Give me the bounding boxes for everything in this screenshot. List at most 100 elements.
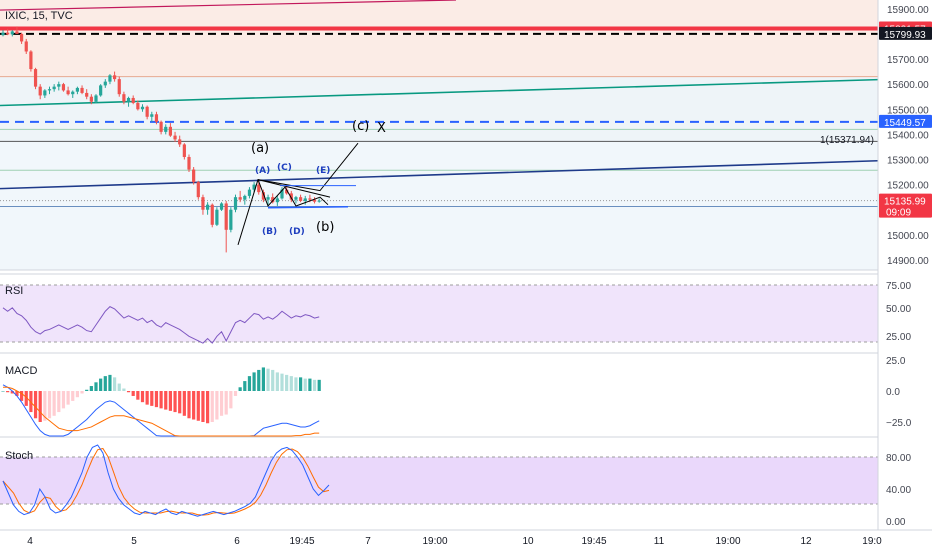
candle — [233, 194, 238, 213]
macd-bar — [24, 391, 28, 406]
candle — [145, 105, 149, 120]
price-tick: 15900.00 — [887, 5, 929, 16]
macd-bar — [275, 372, 279, 391]
price-pane[interactable]: (A) (B) (C) (D) (E) (a) (b) (c) X — [0, 0, 932, 271]
green-channel-line — [0, 78, 879, 107]
price-tick: 15300.00 — [887, 155, 929, 166]
macd-bar — [103, 376, 107, 391]
range-zone-upper — [0, 0, 878, 76]
macd-bar — [299, 377, 303, 391]
time-label: 19:45 — [289, 536, 314, 547]
price-tick: 15000.00 — [887, 231, 929, 242]
macd-bar — [85, 389, 89, 391]
candle — [150, 111, 154, 122]
macd-bar — [89, 386, 93, 391]
macd-bar — [117, 383, 121, 391]
macd-bar — [210, 391, 214, 422]
candle — [187, 154, 191, 173]
macd-bar — [238, 387, 242, 391]
candle — [154, 111, 159, 125]
price-axis[interactable]: 15900.0015800.0015700.0015600.0015500.00… — [877, 0, 932, 530]
macd-bar — [131, 391, 135, 396]
stoch-k-line — [2, 444, 330, 517]
stoch-title: Stoch — [5, 450, 33, 462]
candle — [317, 198, 321, 203]
time-axis[interactable]: 4 5 6 19:45 7 19:00 10 19:45 11 19:00 12 19:0 — [0, 529, 932, 547]
price-tag: 15799.93 — [879, 26, 932, 41]
candle — [271, 193, 275, 204]
macd-bar — [113, 377, 117, 391]
triangle-lower-line — [267, 205, 349, 209]
macd-pane[interactable]: MACD — [0, 352, 932, 437]
candle — [85, 89, 89, 100]
macd-bar — [229, 391, 233, 409]
candle — [24, 38, 28, 54]
candle — [6, 28, 10, 36]
macd-bar — [15, 391, 19, 396]
macd-signal-line — [3, 386, 320, 437]
macd-bar — [20, 391, 24, 401]
red-trend-line — [0, 0, 457, 11]
price-tick: 15700.00 — [887, 55, 929, 66]
stoch-pane[interactable]: Stoch — [0, 436, 932, 517]
macd-bar — [94, 382, 98, 391]
candle — [164, 124, 168, 135]
candle — [238, 190, 242, 203]
candle — [136, 100, 140, 111]
rsi-pane[interactable]: RSI — [0, 273, 932, 344]
rsi-line — [2, 306, 320, 344]
macd-bar — [80, 391, 84, 394]
macd-line — [2, 384, 320, 437]
candle — [103, 79, 107, 88]
stoch-tick: 40.00 — [886, 485, 911, 496]
macd-bar — [154, 391, 159, 408]
candle — [252, 182, 256, 193]
candle — [210, 203, 214, 228]
candles-group — [1, 26, 321, 253]
range-zone-mid — [0, 76, 878, 140]
wave-abc-path — [237, 142, 359, 246]
macd-bar — [71, 391, 75, 401]
wave-label-C: (C) — [277, 163, 292, 173]
time-label: 10 — [522, 536, 534, 547]
stoch-d-line — [2, 447, 330, 516]
candle — [275, 195, 279, 206]
candle — [66, 86, 70, 96]
macd-bar — [206, 391, 210, 424]
time-label: 12 — [800, 536, 812, 547]
candle — [38, 84, 42, 100]
candle — [140, 104, 145, 112]
macd-bar — [75, 391, 79, 398]
macd-bar — [308, 378, 312, 391]
macd-bar — [33, 391, 38, 419]
symbol-header[interactable]: IXIC, 15, TVC — [5, 10, 73, 22]
macd-bar — [201, 391, 205, 422]
rsi-title: RSI — [5, 285, 23, 297]
candle — [243, 194, 247, 205]
price-tick: 15600.00 — [887, 80, 929, 91]
macd-bar — [252, 372, 256, 391]
stoch-tick: 80.00 — [886, 453, 911, 464]
candle — [1, 30, 5, 37]
candle — [61, 82, 66, 92]
macd-bar — [43, 391, 47, 421]
candle — [173, 131, 177, 142]
time-label: 6 — [234, 536, 240, 547]
candle — [201, 194, 205, 215]
wave-label-E: (E) — [316, 166, 330, 176]
macd-bar — [192, 391, 196, 420]
wave-triangle-path — [257, 179, 329, 207]
candle — [294, 195, 298, 204]
macd-bar — [61, 391, 66, 409]
macd-bar — [182, 391, 186, 416]
candle — [182, 143, 186, 160]
candle — [168, 123, 172, 137]
price-tick: 15500.00 — [887, 105, 929, 116]
candle — [192, 167, 196, 185]
rsi-tick: 50.00 — [886, 304, 911, 315]
time-label: 19:0 — [862, 536, 882, 547]
candle — [43, 89, 47, 98]
wave-label-c: (c) — [352, 119, 369, 134]
